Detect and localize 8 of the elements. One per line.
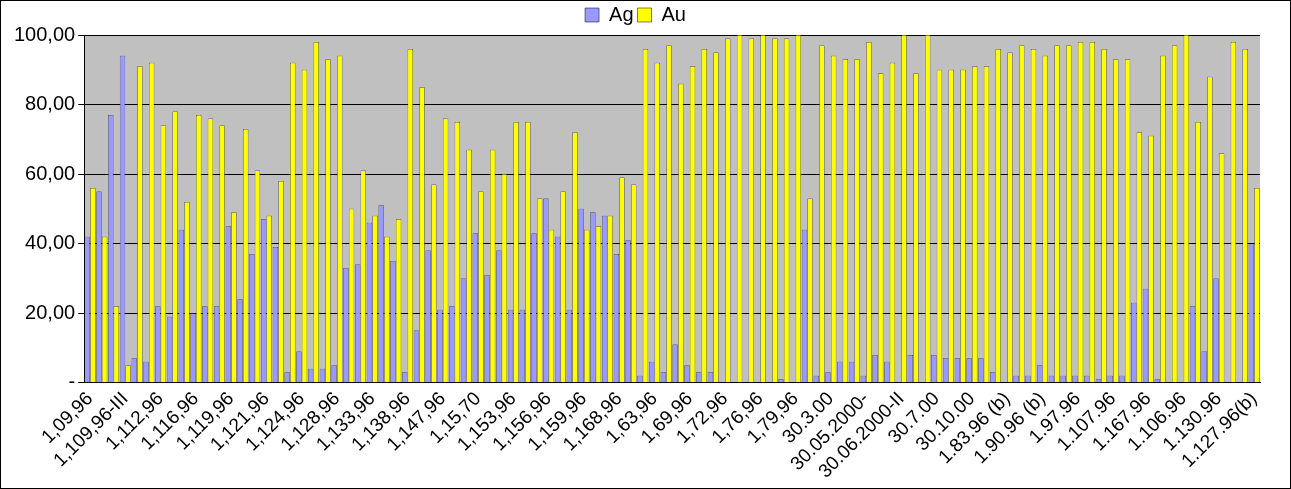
- legend-label: Au: [661, 2, 686, 25]
- y-tick-label: 100,00: [14, 22, 76, 45]
- y-tick-label: -: [68, 370, 76, 393]
- y-tick-label: 80,00: [25, 92, 76, 115]
- y-tick-label: 20,00: [25, 300, 76, 323]
- legend-label: Ag: [609, 2, 634, 25]
- y-tick-label: 40,00: [25, 231, 76, 254]
- y-tick-label: 60,00: [25, 161, 76, 184]
